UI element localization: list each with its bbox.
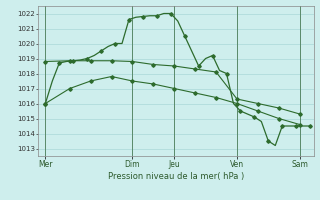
X-axis label: Pression niveau de la mer( hPa ): Pression niveau de la mer( hPa )	[108, 172, 244, 181]
